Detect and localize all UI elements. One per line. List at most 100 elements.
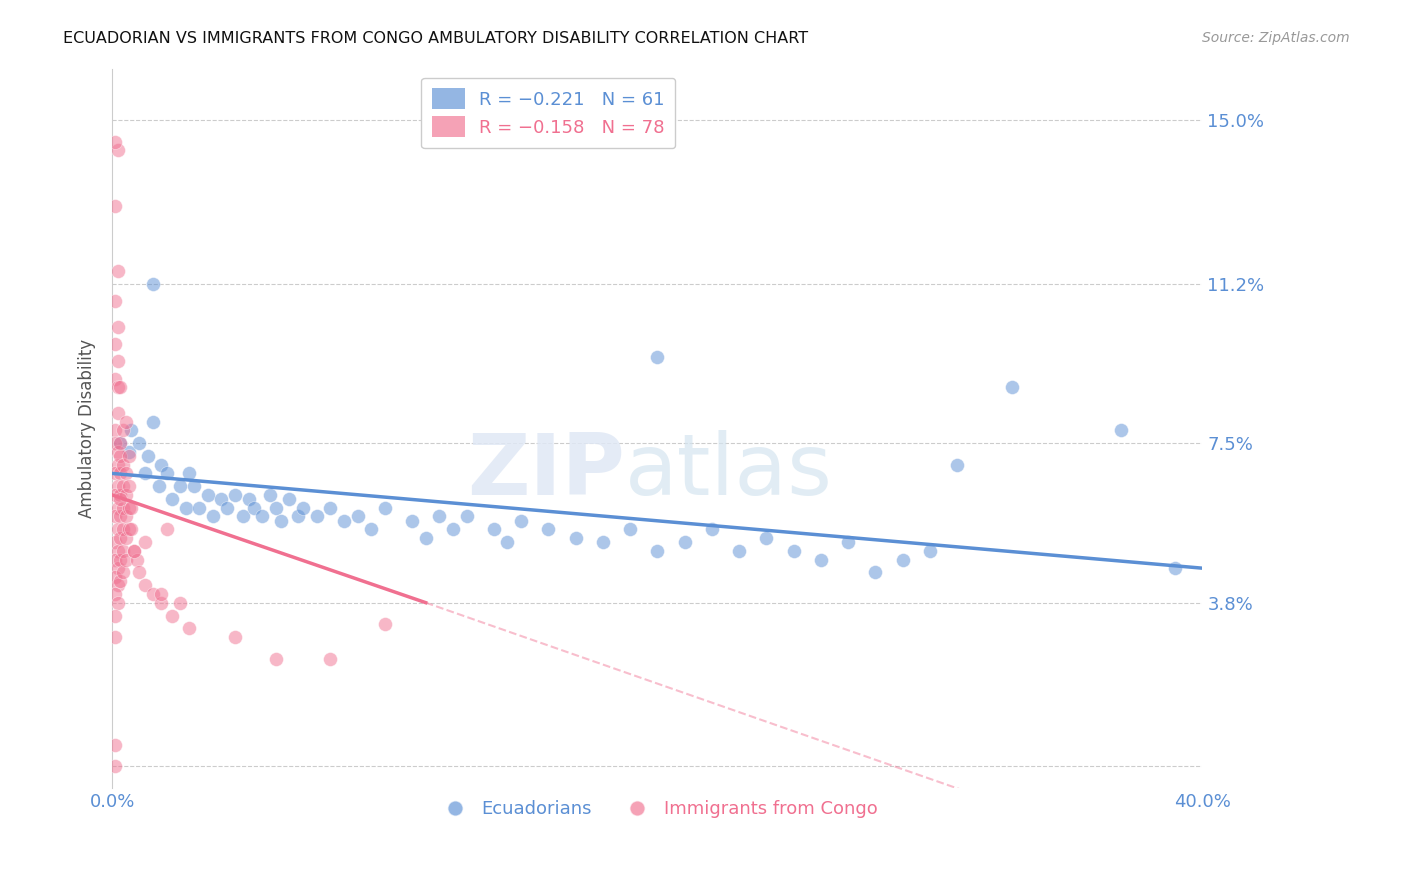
Point bbox=[104, 608, 127, 623]
Point bbox=[107, 500, 129, 515]
Point bbox=[104, 535, 127, 549]
Point bbox=[107, 523, 129, 537]
Point bbox=[810, 552, 832, 566]
Point bbox=[700, 523, 723, 537]
Point bbox=[169, 479, 191, 493]
Point bbox=[837, 535, 859, 549]
Point bbox=[415, 531, 437, 545]
Point bbox=[374, 500, 396, 515]
Point bbox=[107, 561, 129, 575]
Point bbox=[117, 449, 139, 463]
Point bbox=[156, 523, 179, 537]
Point bbox=[401, 514, 423, 528]
Point bbox=[441, 523, 464, 537]
Point bbox=[128, 436, 150, 450]
Point bbox=[117, 479, 139, 493]
Point bbox=[107, 596, 129, 610]
Point bbox=[142, 415, 165, 429]
Point bbox=[128, 566, 150, 580]
Point bbox=[112, 479, 135, 493]
Point bbox=[120, 423, 142, 437]
Point bbox=[115, 552, 138, 566]
Point bbox=[456, 509, 478, 524]
Point bbox=[755, 531, 778, 545]
Point bbox=[142, 277, 165, 291]
Point bbox=[278, 492, 301, 507]
Point bbox=[264, 651, 287, 665]
Point bbox=[117, 523, 139, 537]
Point bbox=[104, 587, 127, 601]
Point bbox=[619, 523, 641, 537]
Point bbox=[104, 294, 127, 309]
Point bbox=[107, 544, 129, 558]
Point bbox=[292, 500, 315, 515]
Point bbox=[174, 500, 197, 515]
Point bbox=[110, 436, 132, 450]
Point bbox=[647, 544, 669, 558]
Point bbox=[150, 587, 173, 601]
Point bbox=[156, 467, 179, 481]
Point bbox=[120, 500, 142, 515]
Point bbox=[107, 144, 129, 158]
Point bbox=[177, 467, 200, 481]
Point bbox=[232, 509, 254, 524]
Point bbox=[110, 488, 132, 502]
Point bbox=[104, 738, 127, 752]
Point bbox=[112, 500, 135, 515]
Point bbox=[112, 523, 135, 537]
Point bbox=[1001, 380, 1024, 394]
Point bbox=[305, 509, 328, 524]
Legend: Ecuadorians, Immigrants from Congo: Ecuadorians, Immigrants from Congo bbox=[429, 793, 886, 826]
Point bbox=[115, 531, 138, 545]
Point bbox=[592, 535, 614, 549]
Point bbox=[104, 630, 127, 644]
Point bbox=[107, 406, 129, 420]
Point bbox=[107, 320, 129, 334]
Point bbox=[104, 423, 127, 437]
Point bbox=[107, 380, 129, 394]
Text: atlas: atlas bbox=[624, 430, 832, 513]
Point bbox=[110, 574, 132, 588]
Point bbox=[104, 436, 127, 450]
Point bbox=[264, 500, 287, 515]
Point bbox=[115, 467, 138, 481]
Point bbox=[319, 500, 342, 515]
Point bbox=[169, 596, 191, 610]
Point bbox=[148, 479, 170, 493]
Point bbox=[104, 509, 127, 524]
Point bbox=[134, 578, 156, 592]
Point bbox=[104, 759, 127, 773]
Point bbox=[110, 492, 132, 507]
Point bbox=[120, 523, 142, 537]
Point bbox=[110, 467, 132, 481]
Point bbox=[104, 337, 127, 351]
Point bbox=[427, 509, 450, 524]
Point bbox=[865, 566, 887, 580]
Point bbox=[673, 535, 696, 549]
Point bbox=[107, 264, 129, 278]
Point bbox=[134, 467, 156, 481]
Point bbox=[115, 509, 138, 524]
Point bbox=[177, 622, 200, 636]
Point bbox=[110, 552, 132, 566]
Point bbox=[197, 488, 219, 502]
Point bbox=[112, 458, 135, 472]
Point bbox=[374, 617, 396, 632]
Point bbox=[150, 596, 173, 610]
Point bbox=[110, 449, 132, 463]
Point bbox=[647, 350, 669, 364]
Point bbox=[104, 570, 127, 584]
Point bbox=[142, 587, 165, 601]
Point bbox=[188, 500, 211, 515]
Point bbox=[202, 509, 225, 524]
Point bbox=[1109, 423, 1132, 437]
Point bbox=[160, 492, 183, 507]
Point bbox=[107, 578, 129, 592]
Point bbox=[259, 488, 281, 502]
Point bbox=[104, 135, 127, 149]
Point bbox=[104, 488, 127, 502]
Point bbox=[122, 544, 145, 558]
Point bbox=[104, 467, 127, 481]
Point bbox=[107, 458, 129, 472]
Point bbox=[122, 544, 145, 558]
